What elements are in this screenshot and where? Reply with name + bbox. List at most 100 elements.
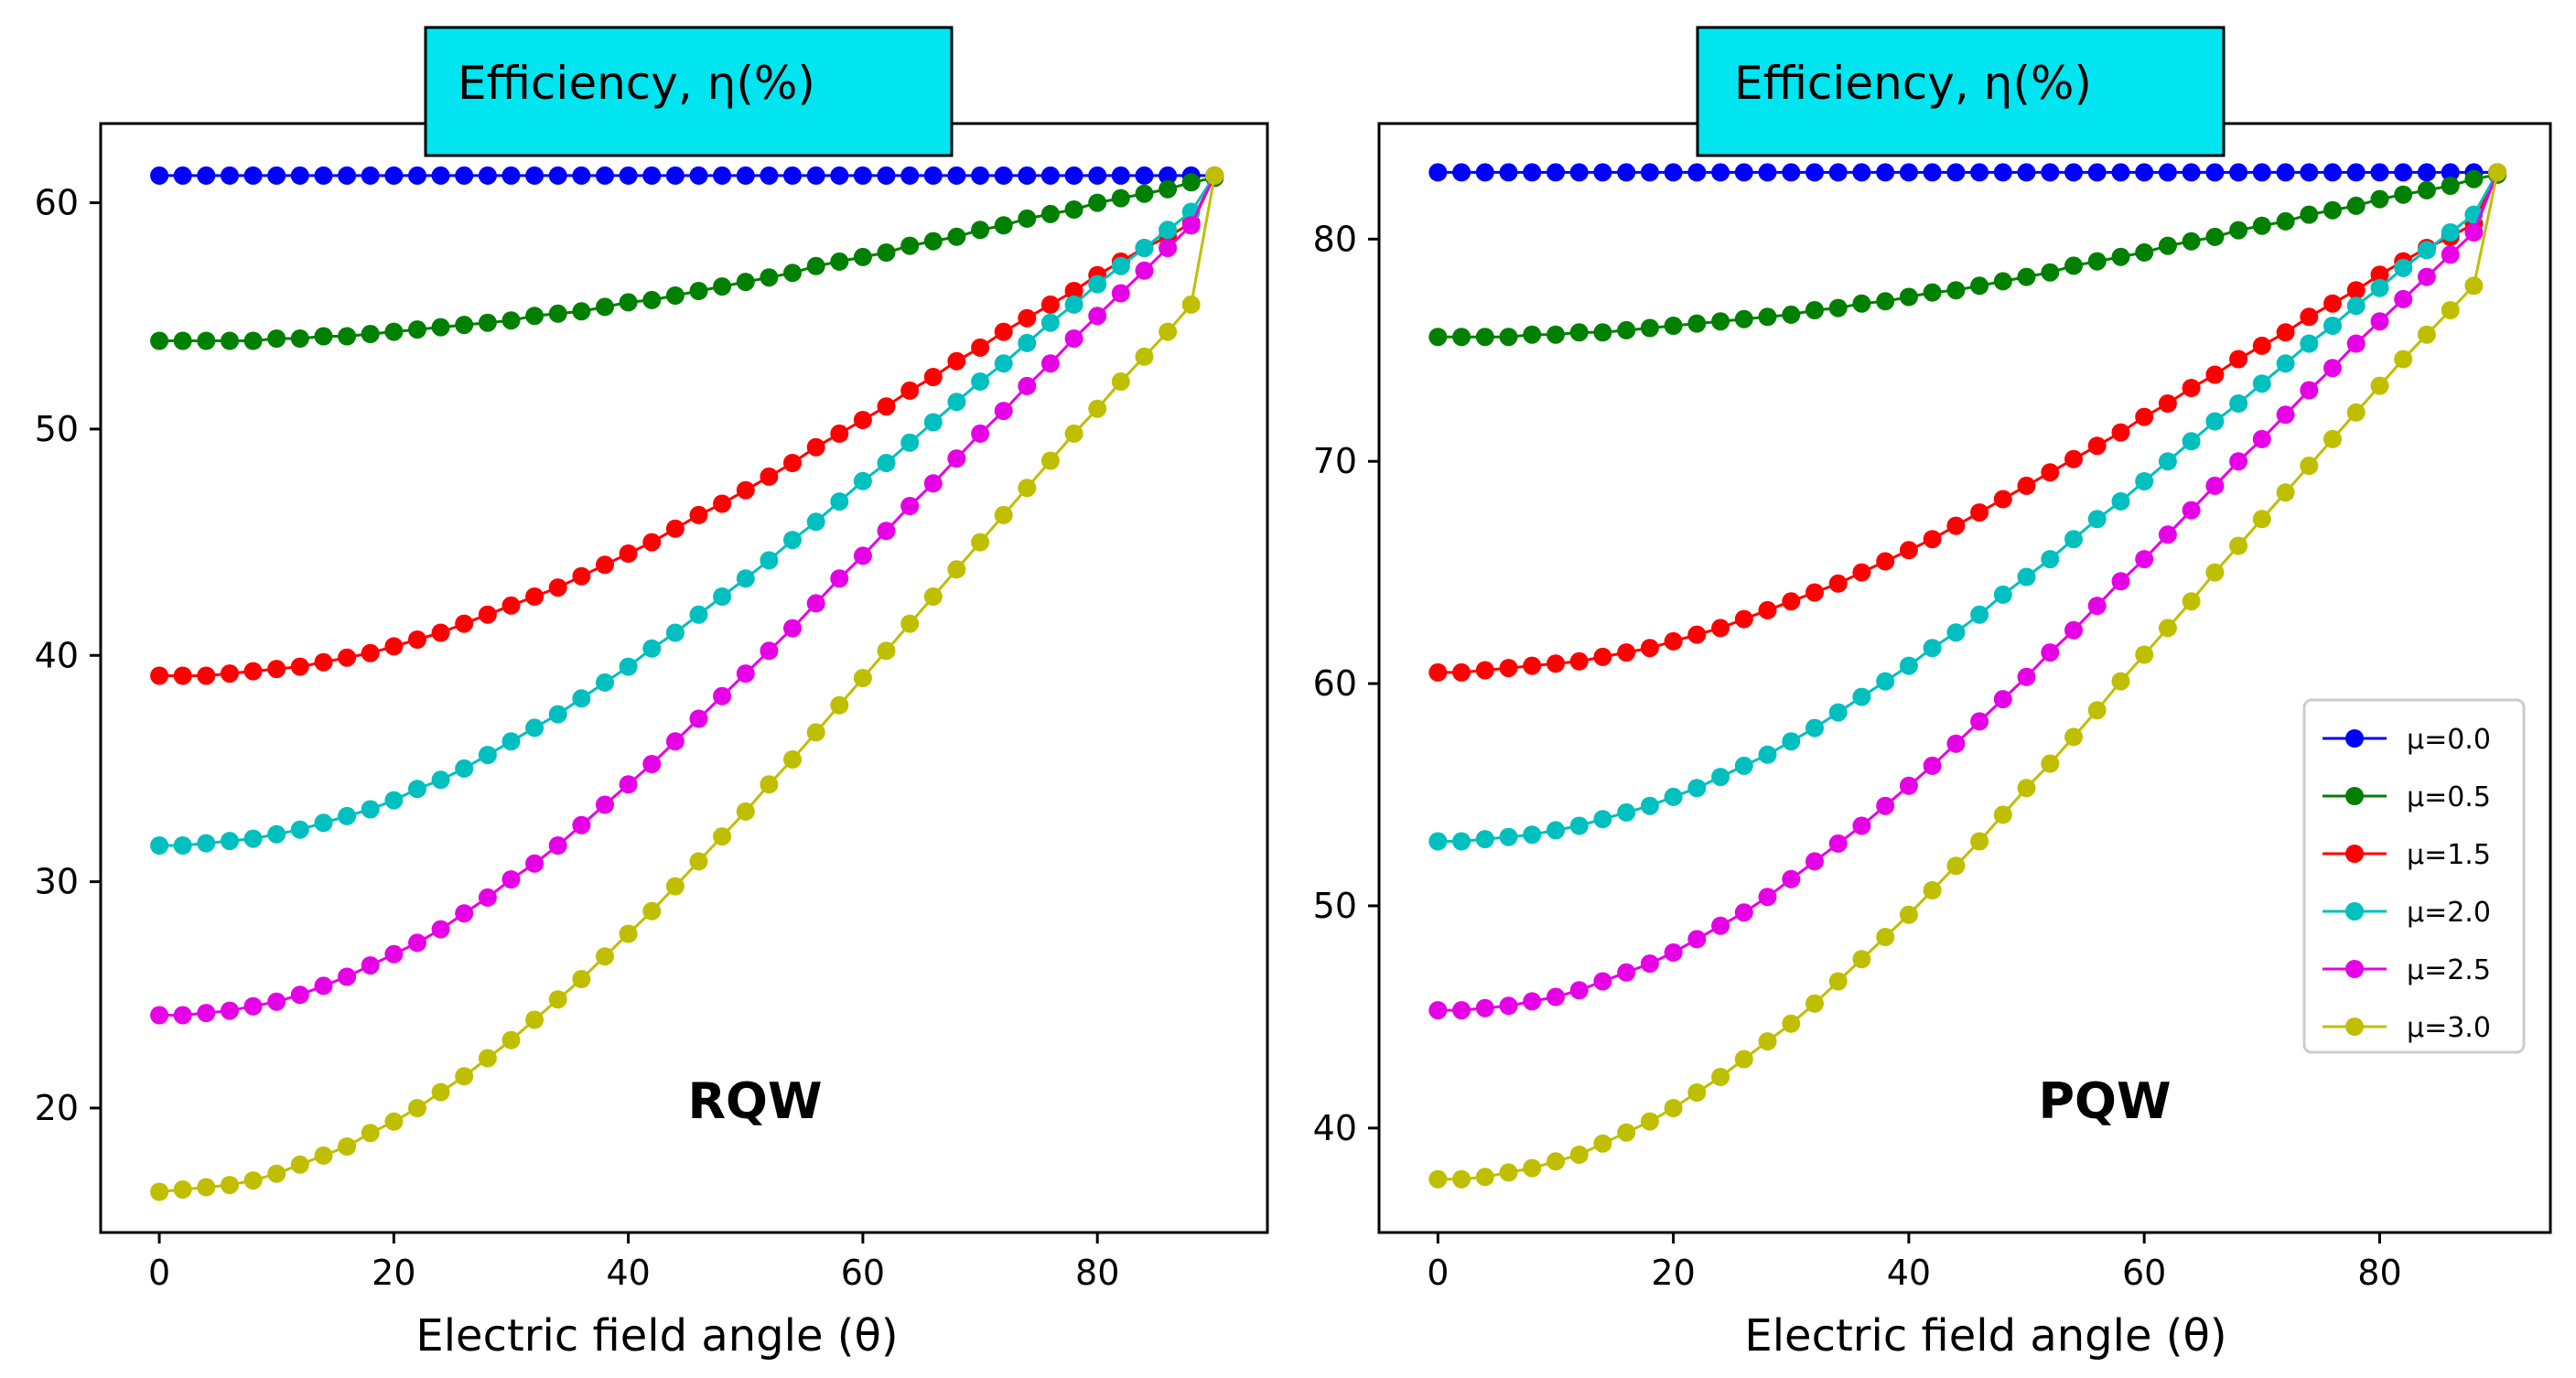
- data-point: [853, 166, 872, 185]
- data-point: [642, 755, 662, 773]
- data-point: [1970, 276, 1989, 296]
- data-point: [971, 533, 990, 552]
- data-point: [1064, 200, 1083, 219]
- data-point: [2041, 550, 2060, 569]
- data-point: [1946, 856, 1966, 876]
- chart-annotation: PQW: [2038, 1072, 2171, 1130]
- data-point: [1040, 354, 1060, 373]
- data-point: [1111, 188, 1130, 208]
- data-point: [1135, 184, 1154, 203]
- data-point: [150, 331, 169, 350]
- data-point: [197, 331, 216, 350]
- data-point: [1428, 163, 1448, 182]
- data-point: [2252, 374, 2271, 393]
- legend-label: μ=3.0: [2407, 1012, 2491, 1044]
- data-point: [2064, 727, 2083, 747]
- data-point: [2135, 242, 2154, 262]
- data-point: [1640, 318, 1659, 338]
- legend-entry: μ=2.5: [2323, 954, 2491, 986]
- y-tick-label: 20: [35, 1088, 79, 1128]
- data-point: [689, 282, 708, 300]
- data-point: [1064, 329, 1083, 348]
- legend-swatch-marker: [2345, 729, 2364, 748]
- data-point: [1758, 888, 1777, 907]
- data-point: [1970, 832, 1989, 851]
- series-line: [159, 175, 1216, 847]
- data-point: [314, 166, 333, 185]
- data-point: [1711, 916, 1730, 935]
- data-point: [1711, 312, 1730, 331]
- data-point: [572, 566, 591, 586]
- y-tick-label: 30: [35, 862, 79, 902]
- data-point: [1923, 881, 1942, 899]
- legend-entry: μ=1.5: [2323, 839, 2491, 871]
- data-point: [1452, 1001, 1471, 1020]
- data-point: [1758, 163, 1777, 182]
- data-point: [713, 166, 732, 185]
- data-point: [1923, 639, 1942, 658]
- data-point: [572, 815, 591, 834]
- data-point: [689, 166, 708, 185]
- data-point: [760, 551, 779, 570]
- data-point: [1088, 275, 1107, 294]
- legend-entries: μ=0.0 μ=0.5 μ=1.5 μ=2.0 μ=2.5 μ=3.0: [2323, 724, 2491, 1044]
- data-point: [1805, 163, 1824, 182]
- data-point: [1018, 479, 1037, 498]
- data-point: [501, 166, 521, 185]
- data-point: [1547, 821, 1565, 840]
- data-point: [501, 870, 521, 889]
- data-point: [384, 1112, 404, 1131]
- data-point: [455, 759, 474, 778]
- legend-swatch-marker: [2345, 960, 2364, 978]
- data-point: [1593, 972, 1612, 991]
- data-point: [314, 652, 333, 672]
- data-point: [290, 1155, 309, 1174]
- data-point: [736, 664, 755, 684]
- data-point: [525, 587, 544, 606]
- data-point: [2158, 236, 2177, 255]
- data-point: [1523, 992, 1542, 1011]
- data-point: [2087, 163, 2107, 182]
- data-point: [1018, 308, 1037, 328]
- data-point: [1758, 745, 1777, 764]
- data-point: [642, 533, 662, 552]
- data-point: [314, 813, 333, 833]
- data-point: [384, 944, 404, 964]
- data-point: [2087, 597, 2107, 616]
- data-point: [689, 605, 708, 624]
- chart-annotation: RQW: [687, 1072, 822, 1130]
- data-point: [150, 836, 169, 855]
- data-point: [243, 996, 263, 1016]
- data-point: [642, 166, 662, 185]
- data-point: [619, 657, 638, 676]
- data-point: [1640, 796, 1659, 815]
- data-point: [1946, 281, 1966, 300]
- data-point: [1499, 1163, 1518, 1182]
- data-point: [619, 166, 638, 185]
- data-point: [1064, 295, 1083, 314]
- data-point: [2464, 169, 2484, 188]
- data-point: [2276, 354, 2295, 373]
- data-point: [1711, 768, 1730, 787]
- data-point: [1664, 163, 1683, 182]
- data-point: [572, 166, 591, 185]
- legend-label: μ=0.0: [2407, 724, 2491, 756]
- data-point: [947, 393, 966, 412]
- data-point: [2276, 483, 2295, 502]
- data-point: [1547, 163, 1565, 182]
- data-point: [1088, 166, 1107, 185]
- data-point: [1018, 376, 1037, 395]
- data-point: [197, 834, 216, 853]
- data-point: [2182, 231, 2201, 251]
- series-line: [1438, 171, 2499, 1012]
- data-point: [760, 467, 779, 486]
- data-point: [1111, 372, 1130, 391]
- data-point: [478, 605, 497, 624]
- data-point: [1523, 1158, 1542, 1178]
- data-point: [314, 1146, 333, 1165]
- series-line: [1438, 171, 2499, 674]
- data-point: [665, 286, 684, 305]
- data-point: [947, 166, 966, 185]
- data-point: [1428, 328, 1448, 347]
